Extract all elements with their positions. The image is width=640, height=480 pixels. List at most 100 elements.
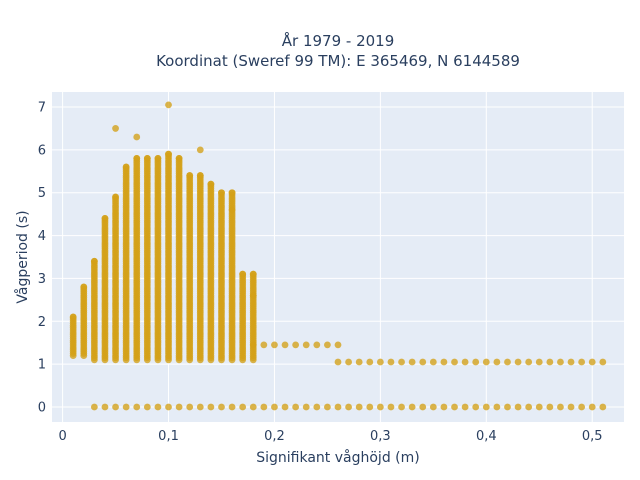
data-point xyxy=(239,403,247,411)
data-point xyxy=(419,358,427,366)
data-point xyxy=(419,403,427,411)
data-point xyxy=(90,403,98,411)
data-point xyxy=(165,403,172,411)
y-tick-label: 0 xyxy=(38,401,46,416)
data-point xyxy=(387,358,395,366)
data-point xyxy=(366,358,374,366)
y-tick-label: 4 xyxy=(38,229,46,244)
data-point xyxy=(101,403,109,411)
data-point xyxy=(429,403,437,411)
data-point xyxy=(249,270,257,278)
data-point xyxy=(324,341,331,349)
data-point xyxy=(366,403,374,411)
x-axis-ticks: 0 0,1 0,2 0,3 0,4 0,5 xyxy=(58,429,602,444)
data-point xyxy=(525,358,533,366)
data-point xyxy=(398,403,405,411)
data-point xyxy=(461,403,469,411)
data-point xyxy=(578,403,586,411)
data-point xyxy=(472,403,480,411)
chart-title-line-1: År 1979 - 2019 xyxy=(282,31,395,50)
data-point xyxy=(260,403,268,411)
data-point xyxy=(324,403,331,411)
x-tick-label: 0,4 xyxy=(476,429,497,444)
data-point xyxy=(313,403,321,411)
y-tick-label: 3 xyxy=(38,272,46,287)
data-point xyxy=(292,341,300,349)
data-point xyxy=(207,180,215,188)
data-point xyxy=(514,403,522,411)
data-point xyxy=(228,206,236,214)
x-tick-label: 0,5 xyxy=(582,429,603,444)
data-point xyxy=(186,172,194,179)
data-point xyxy=(387,403,395,411)
data-point xyxy=(281,341,289,349)
data-point xyxy=(302,341,310,349)
data-point xyxy=(493,358,501,366)
x-tick-label: 0 xyxy=(58,429,66,444)
data-point xyxy=(345,358,352,366)
data-point xyxy=(355,403,363,411)
x-axis-title: Signifikant våghöjd (m) xyxy=(256,449,419,466)
data-point xyxy=(408,403,416,411)
data-point xyxy=(80,283,88,291)
data-point xyxy=(196,403,204,411)
data-point xyxy=(143,155,151,162)
data-point xyxy=(101,215,109,222)
data-points xyxy=(69,101,607,411)
data-point xyxy=(546,358,554,366)
data-point xyxy=(260,341,268,349)
data-point xyxy=(535,403,543,411)
data-point xyxy=(588,403,596,411)
data-point xyxy=(482,358,490,366)
data-point xyxy=(429,358,437,366)
y-tick-label: 7 xyxy=(38,101,46,116)
data-point xyxy=(493,403,501,411)
data-point xyxy=(133,155,141,162)
data-point xyxy=(567,403,575,411)
chart-title-line-2: Koordinat (Sweref 99 TM): E 365469, N 61… xyxy=(156,52,520,70)
y-tick-label: 2 xyxy=(38,315,46,330)
data-point xyxy=(440,403,448,411)
data-point xyxy=(334,341,342,349)
data-point xyxy=(376,358,384,366)
data-point xyxy=(440,358,448,366)
data-point xyxy=(302,403,310,411)
data-point xyxy=(546,403,554,411)
data-point xyxy=(408,358,416,366)
data-point xyxy=(578,358,586,366)
data-point xyxy=(557,403,564,411)
data-point xyxy=(112,193,119,201)
data-point xyxy=(514,358,522,366)
data-point xyxy=(535,358,543,366)
data-point xyxy=(249,341,257,349)
data-point xyxy=(599,403,607,411)
data-point xyxy=(249,292,257,299)
data-point xyxy=(482,403,490,411)
data-point xyxy=(271,403,278,411)
data-point xyxy=(355,358,363,366)
data-point xyxy=(165,101,172,109)
data-point xyxy=(504,358,511,366)
data-point xyxy=(451,358,458,366)
data-point xyxy=(451,403,458,411)
data-point xyxy=(271,341,278,349)
data-point xyxy=(228,189,236,197)
data-point xyxy=(567,358,575,366)
data-point xyxy=(292,403,300,411)
data-point xyxy=(122,403,130,411)
data-point xyxy=(472,358,480,366)
data-point xyxy=(175,155,183,162)
data-point xyxy=(228,403,236,411)
data-point xyxy=(154,155,162,162)
y-axis-title: Vågperiod (s) xyxy=(14,210,31,303)
data-point xyxy=(398,358,405,366)
data-point xyxy=(218,403,225,411)
data-point xyxy=(599,358,607,366)
data-point xyxy=(525,403,533,411)
data-point xyxy=(196,146,204,154)
data-point xyxy=(112,125,119,132)
data-point xyxy=(196,172,204,179)
data-point xyxy=(281,403,289,411)
